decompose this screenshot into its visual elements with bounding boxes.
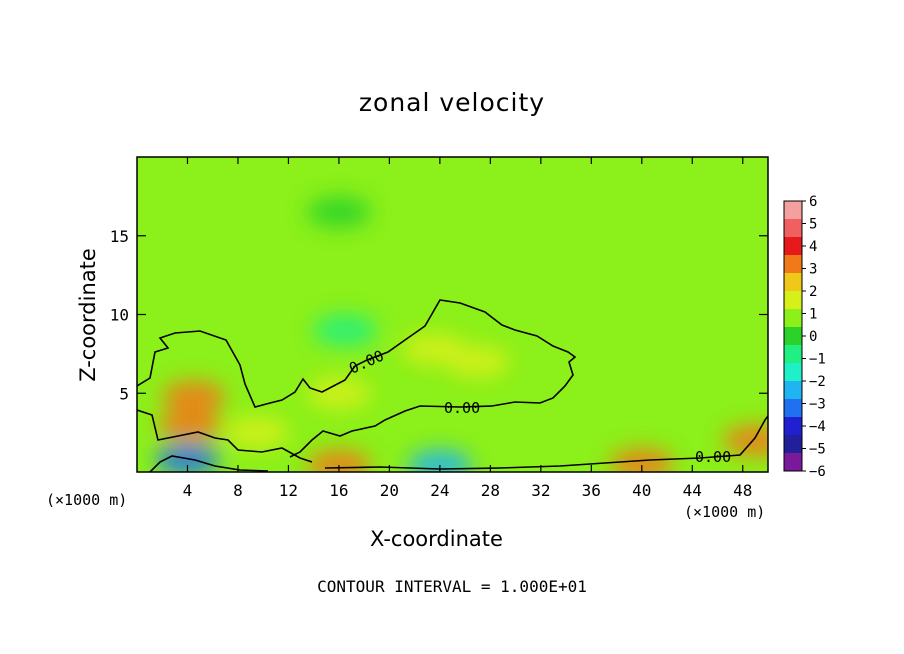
colorbar-segment [784, 201, 802, 219]
contour-line-upper [137, 299, 577, 458]
colorbar-tick-label: −6 [809, 464, 826, 480]
contour-line-bottom-left [149, 455, 269, 472]
field-feature-6 [313, 314, 378, 347]
x-tick-label: 4 [183, 481, 193, 500]
field-feature-2 [224, 416, 289, 449]
x-axis-unit-left: (×1000 m) [46, 491, 128, 509]
x-axis-ticks: 4 8 12 16 20 24 28 32 36 40 44 48 [183, 157, 752, 500]
colorbar-segment [784, 309, 802, 327]
colorbar-tick-label: −5 [809, 442, 826, 458]
colorbar-tick-label: 1 [809, 307, 817, 323]
field-feature-9 [407, 449, 472, 472]
colorbar-segment [784, 255, 802, 273]
field-feature-5 [306, 377, 371, 410]
x-tick-label: 20 [380, 481, 399, 500]
chart-title: zonal velocity [358, 88, 546, 117]
colorbar-tick-label: −4 [809, 419, 826, 435]
y-tick-label: 10 [110, 306, 129, 325]
contour-line-bottom [324, 415, 768, 470]
colorbar-segment [784, 291, 802, 309]
field-feature-7 [306, 196, 371, 229]
colorbar-segment [784, 327, 802, 345]
x-tick-label: 24 [430, 481, 449, 500]
colorbar-tick-label: 4 [809, 239, 817, 255]
colorbar-segment [784, 381, 802, 399]
contour-interval-caption: CONTOUR INTERVAL = 1.000E+01 [317, 577, 587, 596]
colorbar-segment [784, 273, 802, 291]
colorbar-tick-label: −2 [809, 374, 826, 390]
x-tick-label: 28 [481, 481, 500, 500]
colorbar-segment [784, 363, 802, 381]
contour-line-lower-left [137, 409, 313, 463]
zero-contours [137, 299, 768, 472]
x-tick-label: 12 [279, 481, 298, 500]
x-tick-label: 36 [582, 481, 601, 500]
colorbar-segment [784, 453, 802, 471]
colorbar: 6 5 4 3 2 1 0 −1 −2 −3 −4 −5 −6 [783, 194, 826, 480]
field-feature-10 [306, 449, 371, 472]
x-tick-label: 32 [531, 481, 550, 500]
colorbar-segment [784, 399, 802, 417]
x-axis-label: X-coordinate [370, 527, 503, 551]
x-tick-label: 44 [683, 481, 702, 500]
field-feature-1 [158, 408, 223, 441]
field-feature-4 [445, 345, 510, 378]
x-axis-unit-right: (×1000 m) [684, 503, 766, 521]
colorbar-tick-label: 2 [809, 284, 817, 300]
field-features [155, 196, 768, 472]
field-feature-0 [161, 380, 226, 413]
field-feature-12 [723, 424, 768, 457]
colorbar-segment [784, 345, 802, 363]
x-tick-label: 8 [233, 481, 243, 500]
colorbar-tick-label: −3 [809, 397, 826, 413]
contour-label-3: 0.00 [695, 448, 731, 466]
colorbar-tick-label: −1 [809, 352, 826, 368]
colorbar-segment [784, 417, 802, 435]
x-tick-label: 16 [329, 481, 348, 500]
colorbar-tick-label: 3 [809, 262, 817, 278]
y-tick-label: 15 [110, 227, 129, 246]
field-feature-8 [155, 443, 220, 472]
heatmap-field: 0.00 0.00 0.00 [137, 157, 768, 472]
x-tick-label: 48 [733, 481, 752, 500]
colorbar-tick-label: 5 [809, 217, 817, 233]
colorbar-tick-label: 0 [809, 329, 817, 345]
y-tick-label: 5 [119, 384, 129, 403]
field-feature-11 [609, 448, 674, 472]
colorbar-segment [784, 237, 802, 255]
colorbar-segment [784, 219, 802, 237]
contour-label-2: 0.00 [444, 399, 480, 417]
y-axis-ticks: 5 10 15 [110, 227, 768, 403]
colorbar-segment [784, 435, 802, 453]
colorbar-tick-label: 6 [809, 194, 817, 210]
x-tick-label: 40 [632, 481, 651, 500]
